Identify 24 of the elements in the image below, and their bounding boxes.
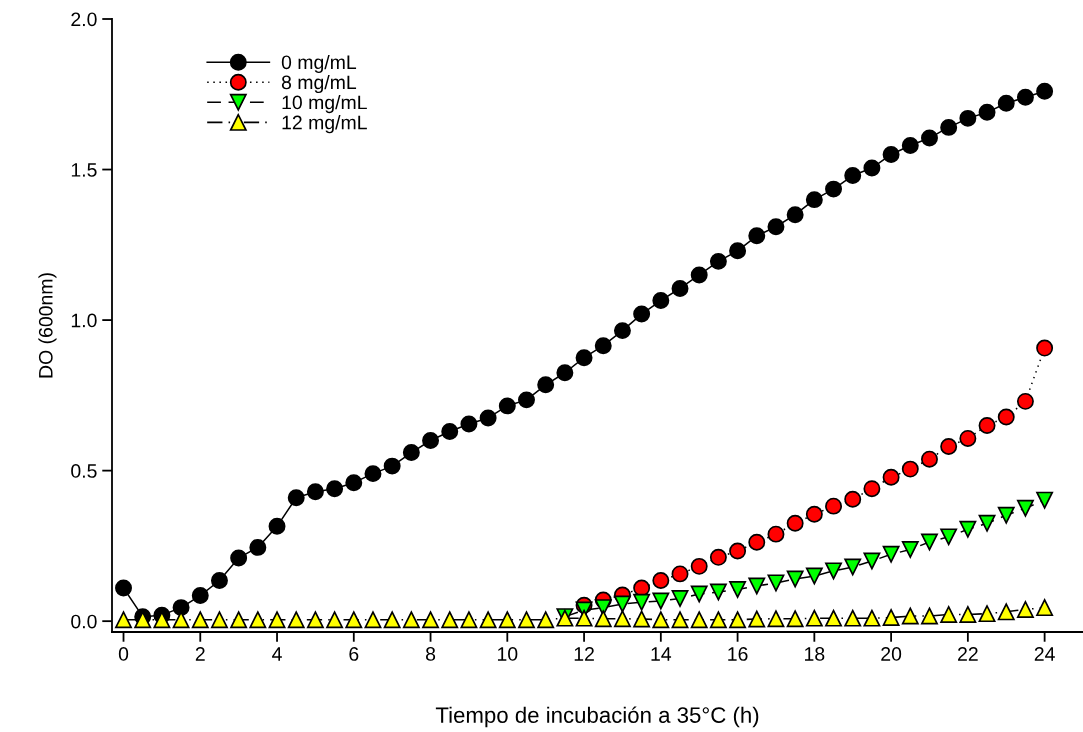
x-tick-label: 20	[881, 647, 902, 661]
x-tick-label: 2	[195, 647, 205, 661]
legend-label: 10 mg/mL	[282, 95, 367, 114]
y-tick-label: 0.5	[71, 464, 97, 478]
x-tick-label: 22	[958, 647, 978, 661]
y-tick-label: 1.0	[71, 313, 97, 328]
x-tick-label: 12	[574, 647, 594, 661]
x-tick-label: 6	[349, 647, 359, 661]
x-tick-label: 16	[728, 647, 748, 661]
y-tick-label: 0.0	[71, 614, 97, 629]
x-tick-label: 14	[651, 647, 672, 661]
y-tick-label: 1.5	[71, 163, 97, 177]
x-tick-label: 24	[1034, 647, 1055, 661]
x-tick-label: 18	[805, 647, 825, 661]
legend-label: 0 mg/mL	[281, 54, 357, 74]
legend-label: 12 mg/mL	[282, 115, 367, 134]
x-axis-title: Tiempo de incubación a 35°C (h)	[435, 706, 759, 728]
x-tick-label: 8	[425, 647, 436, 661]
x-tick-label: 10	[497, 647, 518, 661]
x-tick-label: 4	[272, 647, 282, 661]
y-tick-label: 2.0	[71, 12, 97, 27]
y-axis-title: DO (600nm)	[38, 273, 57, 378]
x-tick-label: 0	[118, 647, 129, 661]
legend-label: 8 mg/mL	[281, 74, 357, 94]
